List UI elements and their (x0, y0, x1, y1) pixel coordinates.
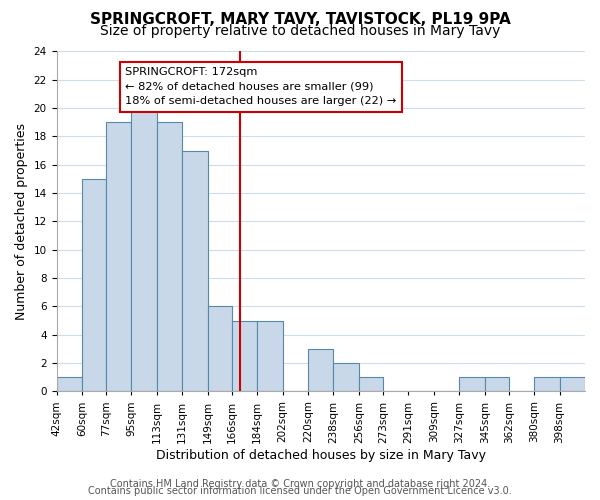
Text: SPRINGCROFT, MARY TAVY, TAVISTOCK, PL19 9PA: SPRINGCROFT, MARY TAVY, TAVISTOCK, PL19 … (89, 12, 511, 28)
Bar (308, 349, 334, 392)
Text: SPRINGCROFT: 172sqm
← 82% of detached houses are smaller (99)
18% of semi-detach: SPRINGCROFT: 172sqm ← 82% of detached ho… (125, 67, 397, 106)
Bar (182, 150, 208, 392)
Bar (131, 108, 157, 392)
Y-axis label: Number of detached properties: Number of detached properties (15, 123, 28, 320)
Bar (82, 179, 106, 392)
Bar (157, 122, 182, 392)
Bar (56, 377, 82, 392)
Bar (485, 377, 509, 392)
Bar (208, 306, 232, 392)
Bar (534, 377, 560, 392)
X-axis label: Distribution of detached houses by size in Mary Tavy: Distribution of detached houses by size … (156, 450, 486, 462)
Bar (232, 320, 257, 392)
Bar (334, 363, 359, 392)
Bar (106, 122, 131, 392)
Bar (560, 377, 585, 392)
Text: Contains public sector information licensed under the Open Government Licence v3: Contains public sector information licen… (88, 486, 512, 496)
Text: Size of property relative to detached houses in Mary Tavy: Size of property relative to detached ho… (100, 24, 500, 38)
Bar (359, 377, 383, 392)
Bar (257, 320, 283, 392)
Text: Contains HM Land Registry data © Crown copyright and database right 2024.: Contains HM Land Registry data © Crown c… (110, 479, 490, 489)
Bar (459, 377, 485, 392)
